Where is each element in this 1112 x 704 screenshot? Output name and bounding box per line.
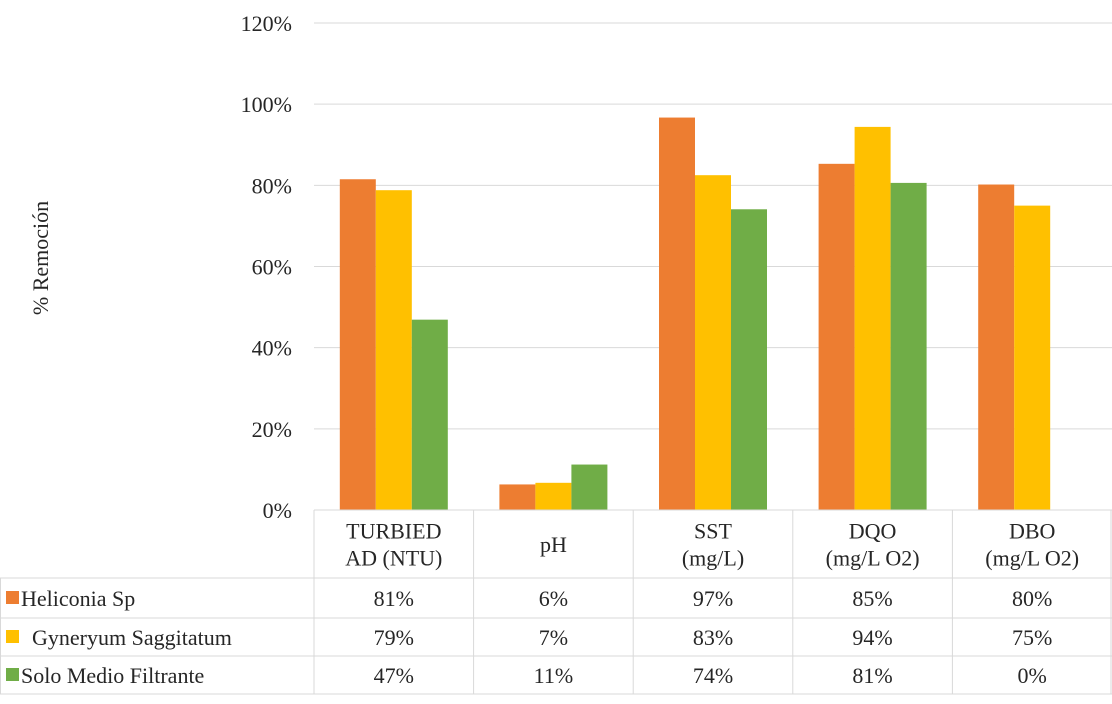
table-cell-value: 11% [534, 663, 574, 688]
table-cell-value: 81% [852, 663, 892, 688]
bar [659, 117, 695, 510]
table-cell-value: 47% [374, 663, 414, 688]
category-label: AD (NTU) [345, 546, 442, 571]
table-cell-value: 7% [539, 625, 568, 650]
bar [499, 484, 536, 510]
category-label: (mg/L) [682, 546, 744, 571]
bar [411, 319, 448, 510]
category-label: DBO [1009, 519, 1055, 544]
bar [1014, 205, 1051, 510]
bar [695, 175, 731, 510]
data-table [0, 509, 1112, 695]
category-label: TURBIED [346, 519, 441, 544]
table-cell-value: 85% [852, 586, 892, 611]
category-label: pH [540, 532, 567, 557]
bar [571, 464, 608, 510]
bars [339, 117, 1051, 511]
category-label: SST [694, 519, 732, 544]
y-tick-label: 80% [252, 173, 292, 198]
legend-label: Solo Medio Filtrante [21, 663, 204, 688]
bar [890, 182, 927, 511]
category-label: (mg/L O2) [826, 546, 920, 571]
y-tick-label: 40% [252, 336, 292, 361]
y-tick-label: 60% [252, 255, 292, 280]
category-label: (mg/L O2) [985, 546, 1079, 571]
table-cell-value: 94% [852, 625, 892, 650]
table-cell-value: 75% [1012, 625, 1052, 650]
y-axis-label: % Remoción [28, 201, 53, 315]
table-cell-value: 83% [693, 625, 733, 650]
table-cell-value: 97% [693, 586, 733, 611]
table-cell-value: 81% [374, 586, 414, 611]
bar [854, 126, 891, 510]
bar [375, 190, 412, 510]
legend-swatch [6, 668, 19, 681]
legend-swatch [6, 591, 19, 604]
table-cell-value: 6% [539, 586, 568, 611]
legend-label: Gyneryum Saggitatum [32, 625, 232, 650]
y-tick-label: 0% [263, 498, 292, 523]
legend-label: Heliconia Sp [21, 586, 135, 611]
bar [535, 482, 572, 510]
bar [731, 209, 767, 510]
table-cell-value: 0% [1018, 663, 1047, 688]
table-cell-value: 79% [374, 625, 414, 650]
legend-swatch [6, 630, 19, 643]
bar [818, 163, 855, 511]
y-tick-label: 100% [241, 92, 292, 117]
table-cell-value: 74% [693, 663, 733, 688]
category-label: DQO [849, 519, 897, 544]
y-tick-label: 20% [252, 417, 292, 442]
bar [978, 184, 1015, 510]
bar [339, 179, 376, 510]
y-tick-label: 120% [241, 11, 292, 36]
table-cell-value: 80% [1012, 586, 1052, 611]
